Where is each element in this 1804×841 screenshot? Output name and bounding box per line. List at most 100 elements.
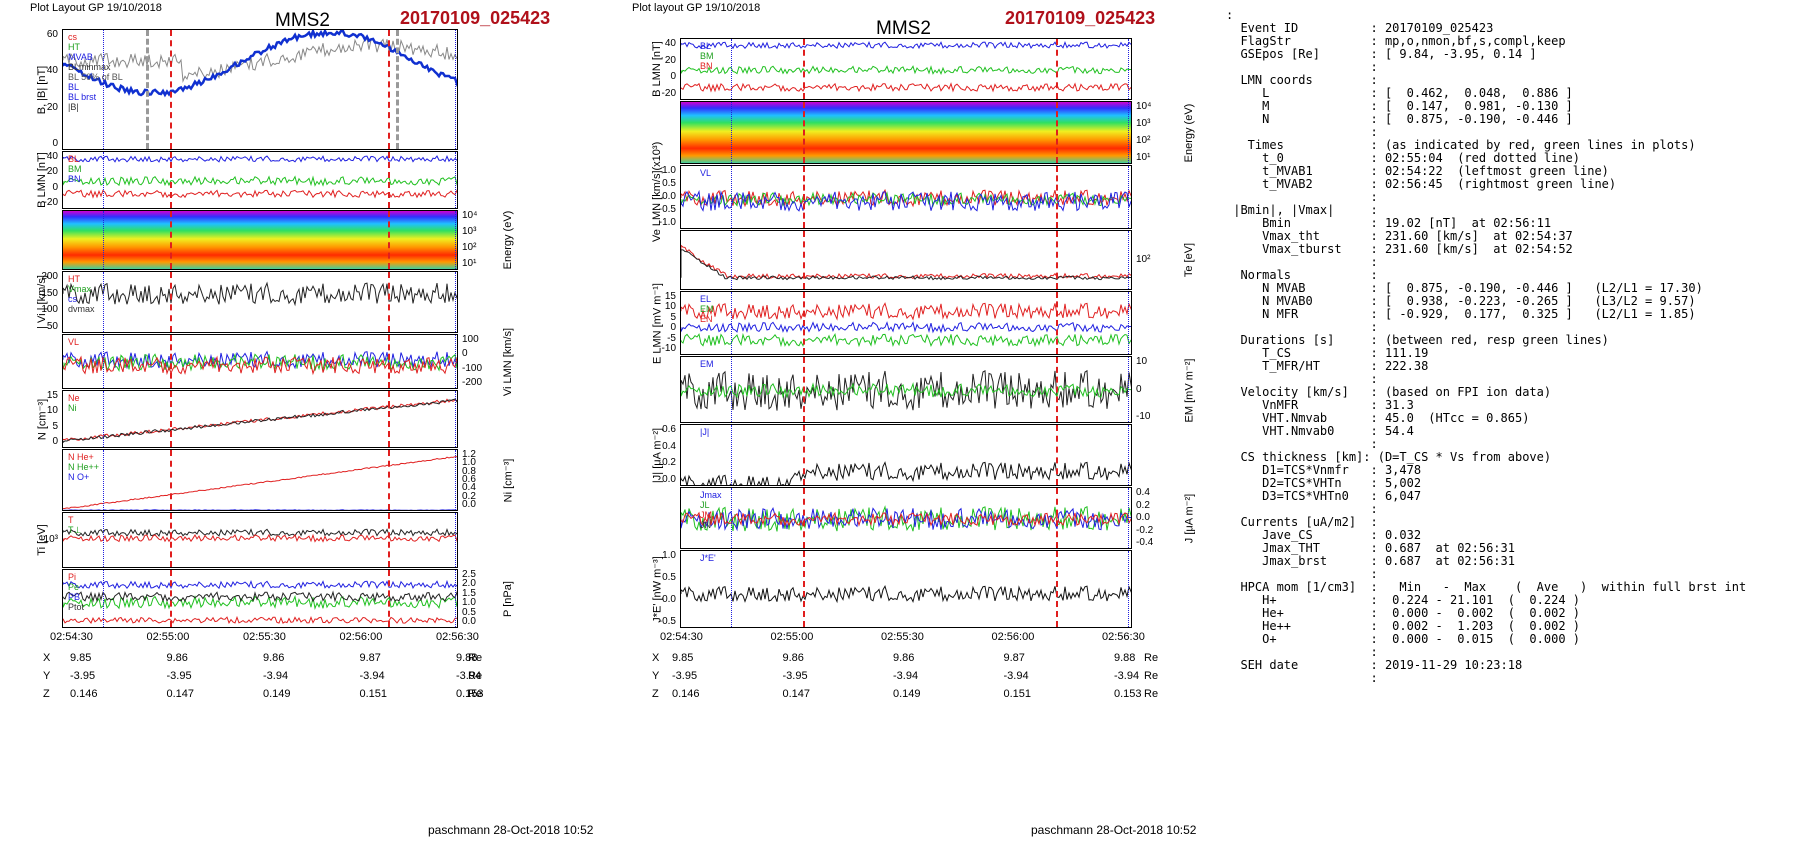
left-panel-ti — [62, 512, 458, 568]
info-line: D3=TCS*VHTn0 : 6,047 — [1226, 489, 1422, 503]
panel-traces — [681, 461, 1131, 485]
y-tick-label: 15 — [664, 291, 676, 302]
panel-traces — [681, 302, 1131, 348]
time-tick-label: 02:55:30 — [881, 631, 924, 643]
legend-entry: Pi — [68, 572, 77, 582]
y-tick-label: 0 — [52, 138, 58, 149]
y-tick-label: 0.0 — [462, 616, 476, 627]
panel-traces — [63, 154, 457, 199]
coord-unit: Re — [468, 652, 483, 664]
y-tick-label: -10 — [1136, 411, 1151, 422]
info-line: H+ : 0.224 - 21.101 ( 0.224 ) — [1226, 593, 1581, 607]
coord-value: 9.86 — [893, 652, 915, 664]
left-panel-n-legend: Ne Ni — [68, 393, 80, 413]
y-tick-label: 1.5 — [462, 587, 476, 599]
coord-value: -3.94 — [359, 670, 385, 682]
marker-line — [1128, 357, 1129, 422]
y-tick-label: -20 — [661, 88, 676, 99]
marker-line — [803, 357, 805, 422]
info-line: VHT.Nmvab : 45.0 (HTcc = 0.865) — [1226, 411, 1530, 425]
marker-line — [455, 272, 456, 332]
middle-panel-je-ylabel: J*E' [nW m⁻³] — [651, 556, 664, 623]
coord-row-label: X — [652, 652, 660, 664]
coord-value: -3.94 — [263, 670, 289, 682]
coord-row-label: Y — [43, 670, 51, 682]
legend-entry: J*E' — [700, 553, 716, 563]
y-tick-label: 0.2 — [662, 457, 676, 469]
y-tick-label: 0.4 — [462, 482, 476, 494]
legend-entry: JN — [700, 520, 711, 530]
info-line: FlagStr : mp,o,nmon,bf,s,compl,keep — [1226, 34, 1566, 48]
left-panel-vmag-ylabel: | Vi | [km/s] — [36, 275, 48, 329]
y-tick-label: 0.6 — [662, 424, 676, 435]
event-info-table: : Event ID : 20170109_025423 FlagStr : m… — [1226, 9, 1746, 685]
info-line: t_MVAB1 : 02:54:22 (leftmost green line) — [1226, 164, 1609, 178]
coord-row-label: Z — [43, 688, 50, 700]
info-line: : — [1226, 671, 1378, 685]
info-line: VHT.Nmvab0 : 54.4 — [1226, 424, 1414, 438]
middle-panel-je-legend: J*E' — [700, 553, 716, 563]
marker-line — [455, 391, 456, 447]
info-line: N MVAB0 : [ 0.938, -0.223, -0.265 ] (L3/… — [1226, 294, 1696, 308]
info-line: Event ID : 20170109_025423 — [1226, 21, 1494, 35]
y-tick-label: 100 — [462, 334, 479, 345]
coord-value: 0.147 — [782, 688, 811, 700]
left-panel-vlmn-legend: VL — [68, 337, 79, 347]
coord-value: 9.86 — [782, 652, 804, 664]
info-line: SEH date : 2019-11-29 10:23:18 — [1226, 658, 1523, 672]
info-line: Jave_CS : 0.032 — [1226, 528, 1422, 542]
info-line: GSEpos [Re] : [ 9.84, -3.95, 0.14 ] — [1226, 47, 1537, 61]
info-line: N MVAB : [ 0.875, -0.190, -0.446 ] (L2/L… — [1226, 281, 1703, 295]
marker-line — [170, 272, 172, 332]
info-line: N MFR : [ -0.929, 0.177, 0.325 ] (L2/L1 … — [1226, 307, 1696, 321]
coord-value: 0.149 — [893, 688, 921, 700]
marker-line — [455, 513, 456, 567]
info-line: t_MVAB2 : 02:56:45 (rightmost green line… — [1226, 177, 1617, 191]
time-tick-label: 02:55:00 — [146, 631, 190, 643]
y-tick-label: 5 — [670, 311, 676, 323]
panel-traces — [681, 244, 1131, 281]
y-tick-label: 10¹ — [1136, 152, 1151, 163]
middle-panel-e-legend: EL EM EN — [700, 294, 714, 324]
marker-line — [455, 570, 456, 627]
legend-entry: Ni — [68, 403, 77, 413]
marker-line — [803, 166, 805, 228]
left-panel-vlmn — [62, 334, 458, 389]
coord-value: -3.94 — [1003, 670, 1029, 682]
time-tick-label: 02:56:00 — [339, 631, 383, 643]
info-line: N : [ 0.875, -0.190, -0.446 ] — [1226, 112, 1573, 126]
info-line: LMN coords : — [1226, 73, 1378, 87]
marker-line — [388, 391, 390, 447]
vm-line — [63, 352, 457, 373]
y-tick-label: -0.4 — [1136, 537, 1154, 548]
bl-line — [681, 40, 1131, 50]
time-tick-label: 02:55:30 — [243, 631, 286, 643]
info-line: t_0 : 02:55:04 (red dotted line) — [1226, 151, 1581, 165]
y-tick-label: 0 — [1136, 383, 1142, 395]
info-line: : — [1226, 372, 1378, 386]
marker-line — [803, 231, 805, 289]
info-line: : — [1226, 8, 1234, 22]
middle-satellite-title: MMS2 — [876, 18, 931, 39]
marker-line — [1128, 292, 1129, 354]
coord-row-label: Y — [652, 670, 660, 682]
pb-line — [63, 590, 457, 603]
left-panel-blmn-ylabel: B LMN [nT] — [36, 152, 48, 208]
middle-panel-em — [680, 356, 1132, 423]
middle-panel-e — [680, 291, 1132, 355]
y-tick-label: -0.2 — [1136, 524, 1154, 536]
o1-line — [63, 509, 457, 510]
marker-line — [1056, 292, 1058, 354]
marker-line — [1056, 39, 1058, 99]
legend-entry: BL — [68, 154, 80, 164]
y-tick-label: 1.0 — [662, 550, 676, 561]
left-panel-p-legend: Pi Pe PB Ptot — [68, 572, 84, 612]
middle-panel-ve-ylabel: Ve LMN [km/s](x10³) — [651, 141, 663, 242]
marker-line — [388, 335, 390, 388]
coord-value: 9.85 — [70, 652, 92, 664]
middle-panel-jlmn — [680, 487, 1132, 549]
info-line: Jmax_THT : 0.687 at 02:56:31 — [1226, 541, 1515, 555]
coord-unit: Re — [1144, 652, 1159, 664]
coord-value: 0.147 — [166, 688, 195, 700]
b-total-line — [63, 38, 457, 83]
